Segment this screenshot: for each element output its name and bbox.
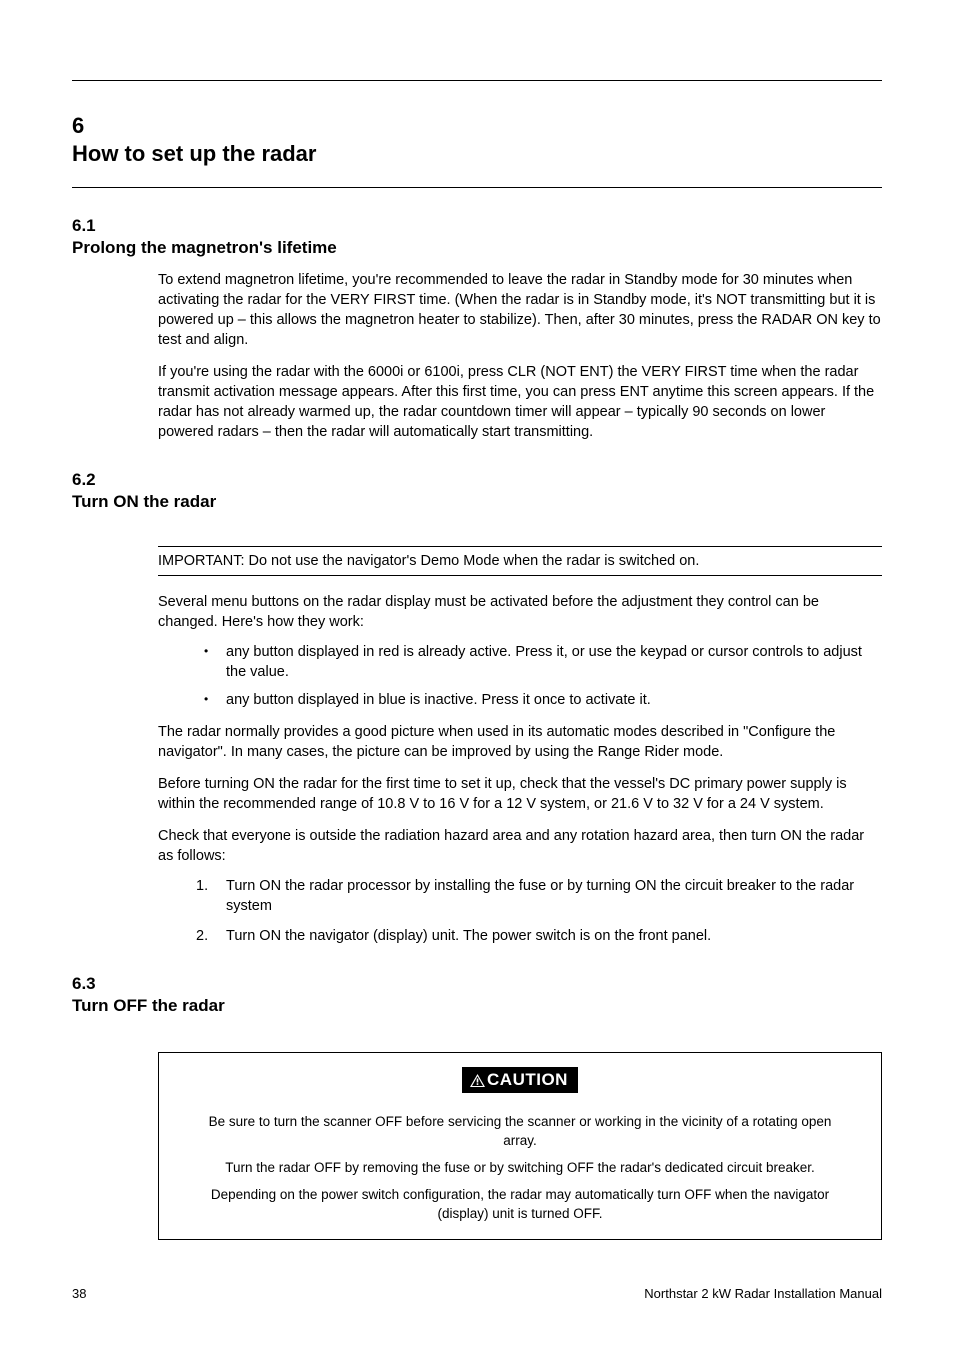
subsection-number: 6.1 [72,216,882,236]
paragraph: If you're using the radar with the 6000i… [158,362,882,442]
section-number: 6 [72,113,882,139]
important-note: IMPORTANT: Do not use the navigator's De… [158,546,882,576]
list-item: any button displayed in blue is inactive… [204,690,882,710]
paragraph: Before turning ON the radar for the firs… [158,774,882,814]
caution-badge: CAUTION [462,1067,578,1093]
paragraph: Check that everyone is outside the radia… [158,826,882,866]
list-item: Turn ON the radar processor by installin… [190,876,882,916]
page-top-rule [72,80,882,81]
subsection-6-3: 6.3 Turn OFF the radar [72,974,882,1016]
section-title: How to set up the radar [72,141,882,167]
numbered-list: Turn ON the radar processor by installin… [190,876,882,946]
subsection-title: Prolong the magnetron's lifetime [72,238,882,258]
doc-title: Northstar 2 kW Radar Installation Manual [644,1286,882,1301]
bullet-list: any button displayed in red is already a… [204,642,882,710]
subsection-title: Turn OFF the radar [72,996,882,1016]
subsection-title: Turn ON the radar [72,492,882,512]
paragraph: Several menu buttons on the radar displa… [158,592,882,632]
caution-text: Be sure to turn the scanner OFF before s… [191,1113,849,1151]
caution-text: Turn the radar OFF by removing the fuse … [191,1159,849,1178]
paragraph: To extend magnetron lifetime, you're rec… [158,270,882,350]
page-number: 38 [72,1286,86,1301]
caution-label: CAUTION [487,1070,568,1089]
list-item: any button displayed in red is already a… [204,642,882,682]
page-footer: 38 Northstar 2 kW Radar Installation Man… [72,1286,882,1301]
subsection-6-2: 6.2 Turn ON the radar [72,470,882,512]
subsection-number: 6.3 [72,974,882,994]
caution-text: Depending on the power switch configurat… [191,1186,849,1224]
warning-icon [470,1074,485,1087]
list-item: Turn ON the navigator (display) unit. Th… [190,926,882,946]
caution-box: CAUTION Be sure to turn the scanner OFF … [158,1052,882,1240]
section-underline [72,187,882,188]
subsection-number: 6.2 [72,470,882,490]
paragraph: The radar normally provides a good pictu… [158,722,882,762]
subsection-6-1: 6.1 Prolong the magnetron's lifetime [72,216,882,258]
